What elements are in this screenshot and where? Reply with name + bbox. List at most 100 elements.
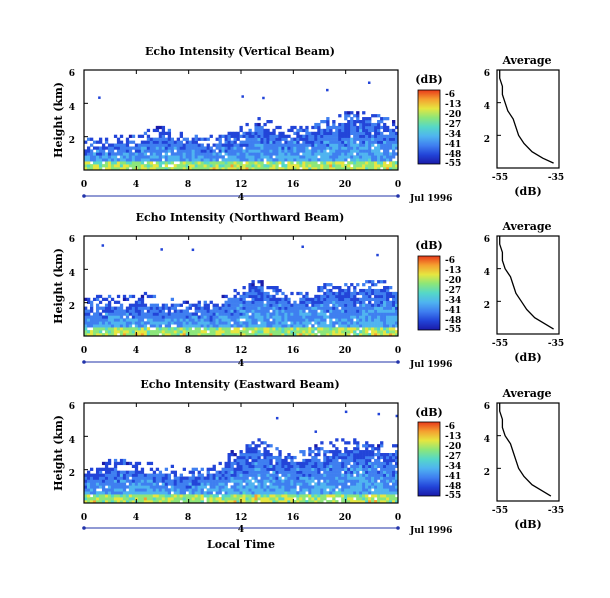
heatmap-cell (230, 333, 234, 337)
heatmap-cell (173, 318, 178, 322)
heatmap-cell (233, 309, 237, 313)
heatmap-cell (218, 327, 222, 331)
heatmap-cell (251, 303, 255, 307)
heatmap-cell (386, 491, 390, 495)
heatmap-cell (305, 146, 309, 150)
heatmap-cell (197, 488, 201, 492)
heatmap-cell (362, 164, 366, 168)
heatmap-cell (350, 497, 354, 501)
heatmap-cell (248, 479, 252, 483)
heatmap-cell (371, 315, 375, 319)
heatmap-cell (371, 291, 375, 296)
heatmap-cell (368, 321, 372, 325)
heatmap-cell (305, 470, 309, 474)
heatmap-cell (308, 450, 312, 454)
heatmap-cell (329, 333, 333, 337)
heatmap-cell (107, 155, 112, 159)
heatmap-cell (389, 497, 393, 501)
y-tick-label: 6 (69, 402, 75, 412)
heatmap-cell (383, 482, 387, 486)
heatmap-cell (362, 125, 366, 130)
heatmap-cell (314, 318, 318, 322)
heatmap-cell (314, 125, 318, 130)
heatmap-cell (266, 461, 270, 466)
heatmap-cell (152, 470, 157, 474)
heatmap-cell (332, 330, 336, 334)
heatmap-cell (308, 333, 312, 337)
heatmap-cell (116, 327, 121, 331)
heatmap-cell (290, 128, 294, 133)
colorbar-gradient (417, 89, 441, 165)
heatmap-cell (287, 470, 291, 474)
heatmap-cell (395, 321, 399, 325)
heatmap-cell (125, 146, 130, 150)
heatmap-cell (257, 324, 261, 328)
heatmap-cell (326, 485, 330, 489)
heatmap-cell (395, 131, 399, 136)
heatmap-cell (188, 470, 192, 474)
heatmap-cell (293, 131, 297, 136)
heatmap-cell (239, 321, 243, 325)
heatmap-cell (185, 167, 189, 171)
heatmap-cell (206, 152, 210, 156)
echo-heatmap (83, 235, 399, 337)
heatmap-cell (164, 324, 169, 328)
heatmap-cell (329, 315, 333, 319)
heatmap-cell (293, 312, 297, 316)
heatmap-cell (359, 128, 363, 133)
heatmap-cell (317, 125, 321, 130)
heatmap-cell (266, 470, 270, 474)
heatmap-cell (239, 164, 243, 168)
heatmap-cell (317, 149, 321, 153)
heatmap-cell (344, 450, 348, 454)
day-bar: 4 (82, 359, 400, 369)
heatmap-cell (389, 461, 393, 466)
heatmap-cell (134, 149, 139, 153)
heatmap-cell (275, 324, 279, 328)
heatmap-cell (155, 158, 160, 162)
heatmap-cell (329, 318, 333, 322)
heatmap-cell (332, 131, 336, 136)
heatmap-cell (233, 479, 237, 483)
heatmap-cell (245, 327, 249, 331)
heatmap-cell (389, 152, 393, 156)
y-axis-label: Height (km) (52, 415, 65, 491)
heatmap-cell (221, 143, 225, 147)
heatmap-cell (182, 327, 186, 331)
heatmap-cell (272, 312, 276, 316)
heatmap-cell (119, 315, 124, 319)
heatmap-cell (320, 131, 324, 136)
heatmap-cell (329, 473, 333, 477)
heatmap-cell (146, 306, 151, 310)
heatmap-cell (92, 485, 97, 489)
heatmap-cell (311, 134, 315, 138)
heatmap-cell (281, 303, 285, 307)
heatmap-cell (200, 167, 204, 171)
heatmap-cell (251, 447, 255, 451)
heatmap-cell (176, 140, 180, 144)
heatmap-cell (209, 152, 213, 156)
heatmap-cell (266, 161, 270, 165)
heatmap-cell (194, 315, 198, 319)
heatmap-cell (224, 476, 228, 480)
heatmap-cell (107, 321, 112, 325)
heatmap-cell (341, 476, 345, 480)
heatmap-cell (104, 467, 109, 471)
heatmap-cell (335, 470, 339, 474)
heatmap-cell (329, 134, 333, 138)
heatmap-cell (290, 143, 294, 147)
heatmap-cell (311, 494, 315, 498)
heatmap-cell (317, 447, 321, 451)
heatmap-cell (161, 479, 166, 483)
heatmap-cell (125, 476, 130, 480)
heatmap-cell (182, 324, 186, 328)
heatmap-cell (326, 464, 330, 469)
heatmap-cell (84, 321, 88, 325)
heatmap-cell (137, 146, 142, 150)
heatmap-cell (257, 438, 261, 442)
heatmap-cell (368, 318, 372, 322)
heatmap-cell (173, 312, 178, 316)
heatmap-cell (101, 244, 105, 247)
heatmap-cell (359, 455, 363, 460)
heatmap-cell (359, 131, 363, 136)
